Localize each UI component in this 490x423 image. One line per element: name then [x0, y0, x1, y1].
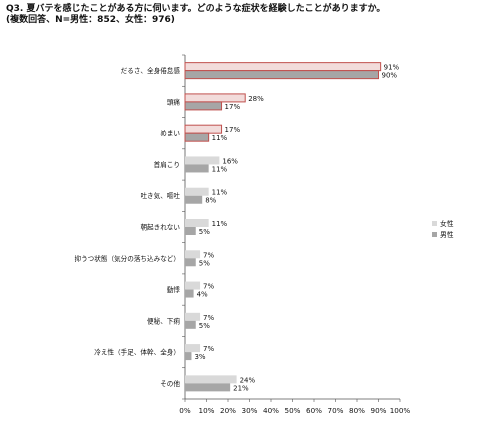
bar-male — [185, 164, 209, 173]
data-label: 5% — [199, 228, 210, 236]
chart-title: Q3. 夏バテを感じたことがある方に伺います。どのような症状を経験したことがあり… — [6, 4, 386, 14]
legend-label: 男性 — [440, 230, 454, 239]
x-tick-label: 100% — [390, 406, 411, 415]
bar-male — [185, 195, 203, 204]
bar-male — [184, 132, 210, 142]
legend-label: 女性 — [440, 219, 454, 228]
category-label: 朝起きれない — [140, 224, 180, 232]
category-label: 冷え性（手足、体幹、全身） — [94, 348, 180, 357]
data-label: 11% — [212, 189, 228, 197]
data-label: 4% — [197, 291, 208, 299]
data-label: 5% — [199, 322, 210, 330]
data-label: 11% — [212, 134, 228, 142]
bar-male — [185, 289, 194, 298]
legend-swatch — [432, 232, 437, 237]
bar-female — [185, 156, 220, 165]
bar-female — [185, 187, 209, 196]
bar-female — [185, 312, 201, 321]
chart-subtitle: (複数回答、N=男性：852、女性：976) — [6, 15, 175, 25]
legend-swatch — [432, 221, 437, 226]
data-label: 7% — [203, 345, 214, 353]
category-label: その他 — [160, 379, 180, 388]
x-tick-label: 50% — [285, 406, 301, 415]
x-tick-label: 20% — [220, 406, 236, 415]
data-label: 11% — [212, 220, 228, 228]
category-label: 首肩こり — [154, 160, 180, 169]
bar-female — [185, 344, 201, 353]
category-label: めまい — [160, 130, 180, 138]
x-tick-label: 90% — [371, 406, 387, 415]
bar-female — [185, 250, 201, 259]
data-label: 17% — [225, 126, 241, 134]
category-label: 頭痛 — [167, 97, 181, 106]
x-tick-label: 30% — [242, 406, 258, 415]
bar-male — [185, 258, 196, 267]
data-label: 16% — [222, 157, 238, 165]
category-label: 抑うつ状態（気分の落ち込みなど） — [75, 254, 181, 263]
x-tick-label: 10% — [199, 406, 215, 415]
bar-male — [185, 352, 192, 361]
x-tick-label: 60% — [306, 406, 322, 415]
data-label: 91% — [384, 64, 400, 72]
data-label: 90% — [382, 72, 398, 80]
category-label: だるさ、全身倦怠感 — [121, 66, 181, 75]
bar-female — [185, 375, 237, 384]
bar-female — [185, 219, 209, 227]
bar-female — [184, 62, 382, 72]
bar-male — [185, 383, 231, 392]
data-label: 28% — [248, 95, 264, 103]
data-label: 7% — [203, 251, 214, 259]
data-label: 5% — [199, 259, 210, 267]
data-label: 7% — [203, 283, 214, 291]
x-tick-label: 70% — [328, 406, 344, 415]
data-label: 21% — [233, 384, 249, 392]
bar-male — [184, 101, 223, 111]
data-label: 7% — [203, 314, 214, 322]
category-label: 動悸 — [167, 285, 181, 294]
data-label: 3% — [194, 353, 205, 361]
data-label: 11% — [212, 165, 228, 173]
bar-male — [185, 320, 196, 329]
x-tick-label: 0% — [179, 406, 191, 415]
bar-female — [185, 281, 201, 290]
data-label: 8% — [205, 197, 216, 205]
x-tick-label: 80% — [349, 406, 365, 415]
data-label: 17% — [225, 103, 241, 111]
category-label: 吐き気、嘔吐 — [140, 191, 180, 200]
x-tick-label: 40% — [263, 406, 279, 415]
bar-male — [184, 70, 379, 80]
bar-female — [184, 93, 246, 103]
category-label: 便秘、下痢 — [147, 316, 180, 325]
bar-female — [184, 124, 223, 134]
bar-male — [185, 227, 196, 235]
data-label: 24% — [240, 376, 256, 384]
